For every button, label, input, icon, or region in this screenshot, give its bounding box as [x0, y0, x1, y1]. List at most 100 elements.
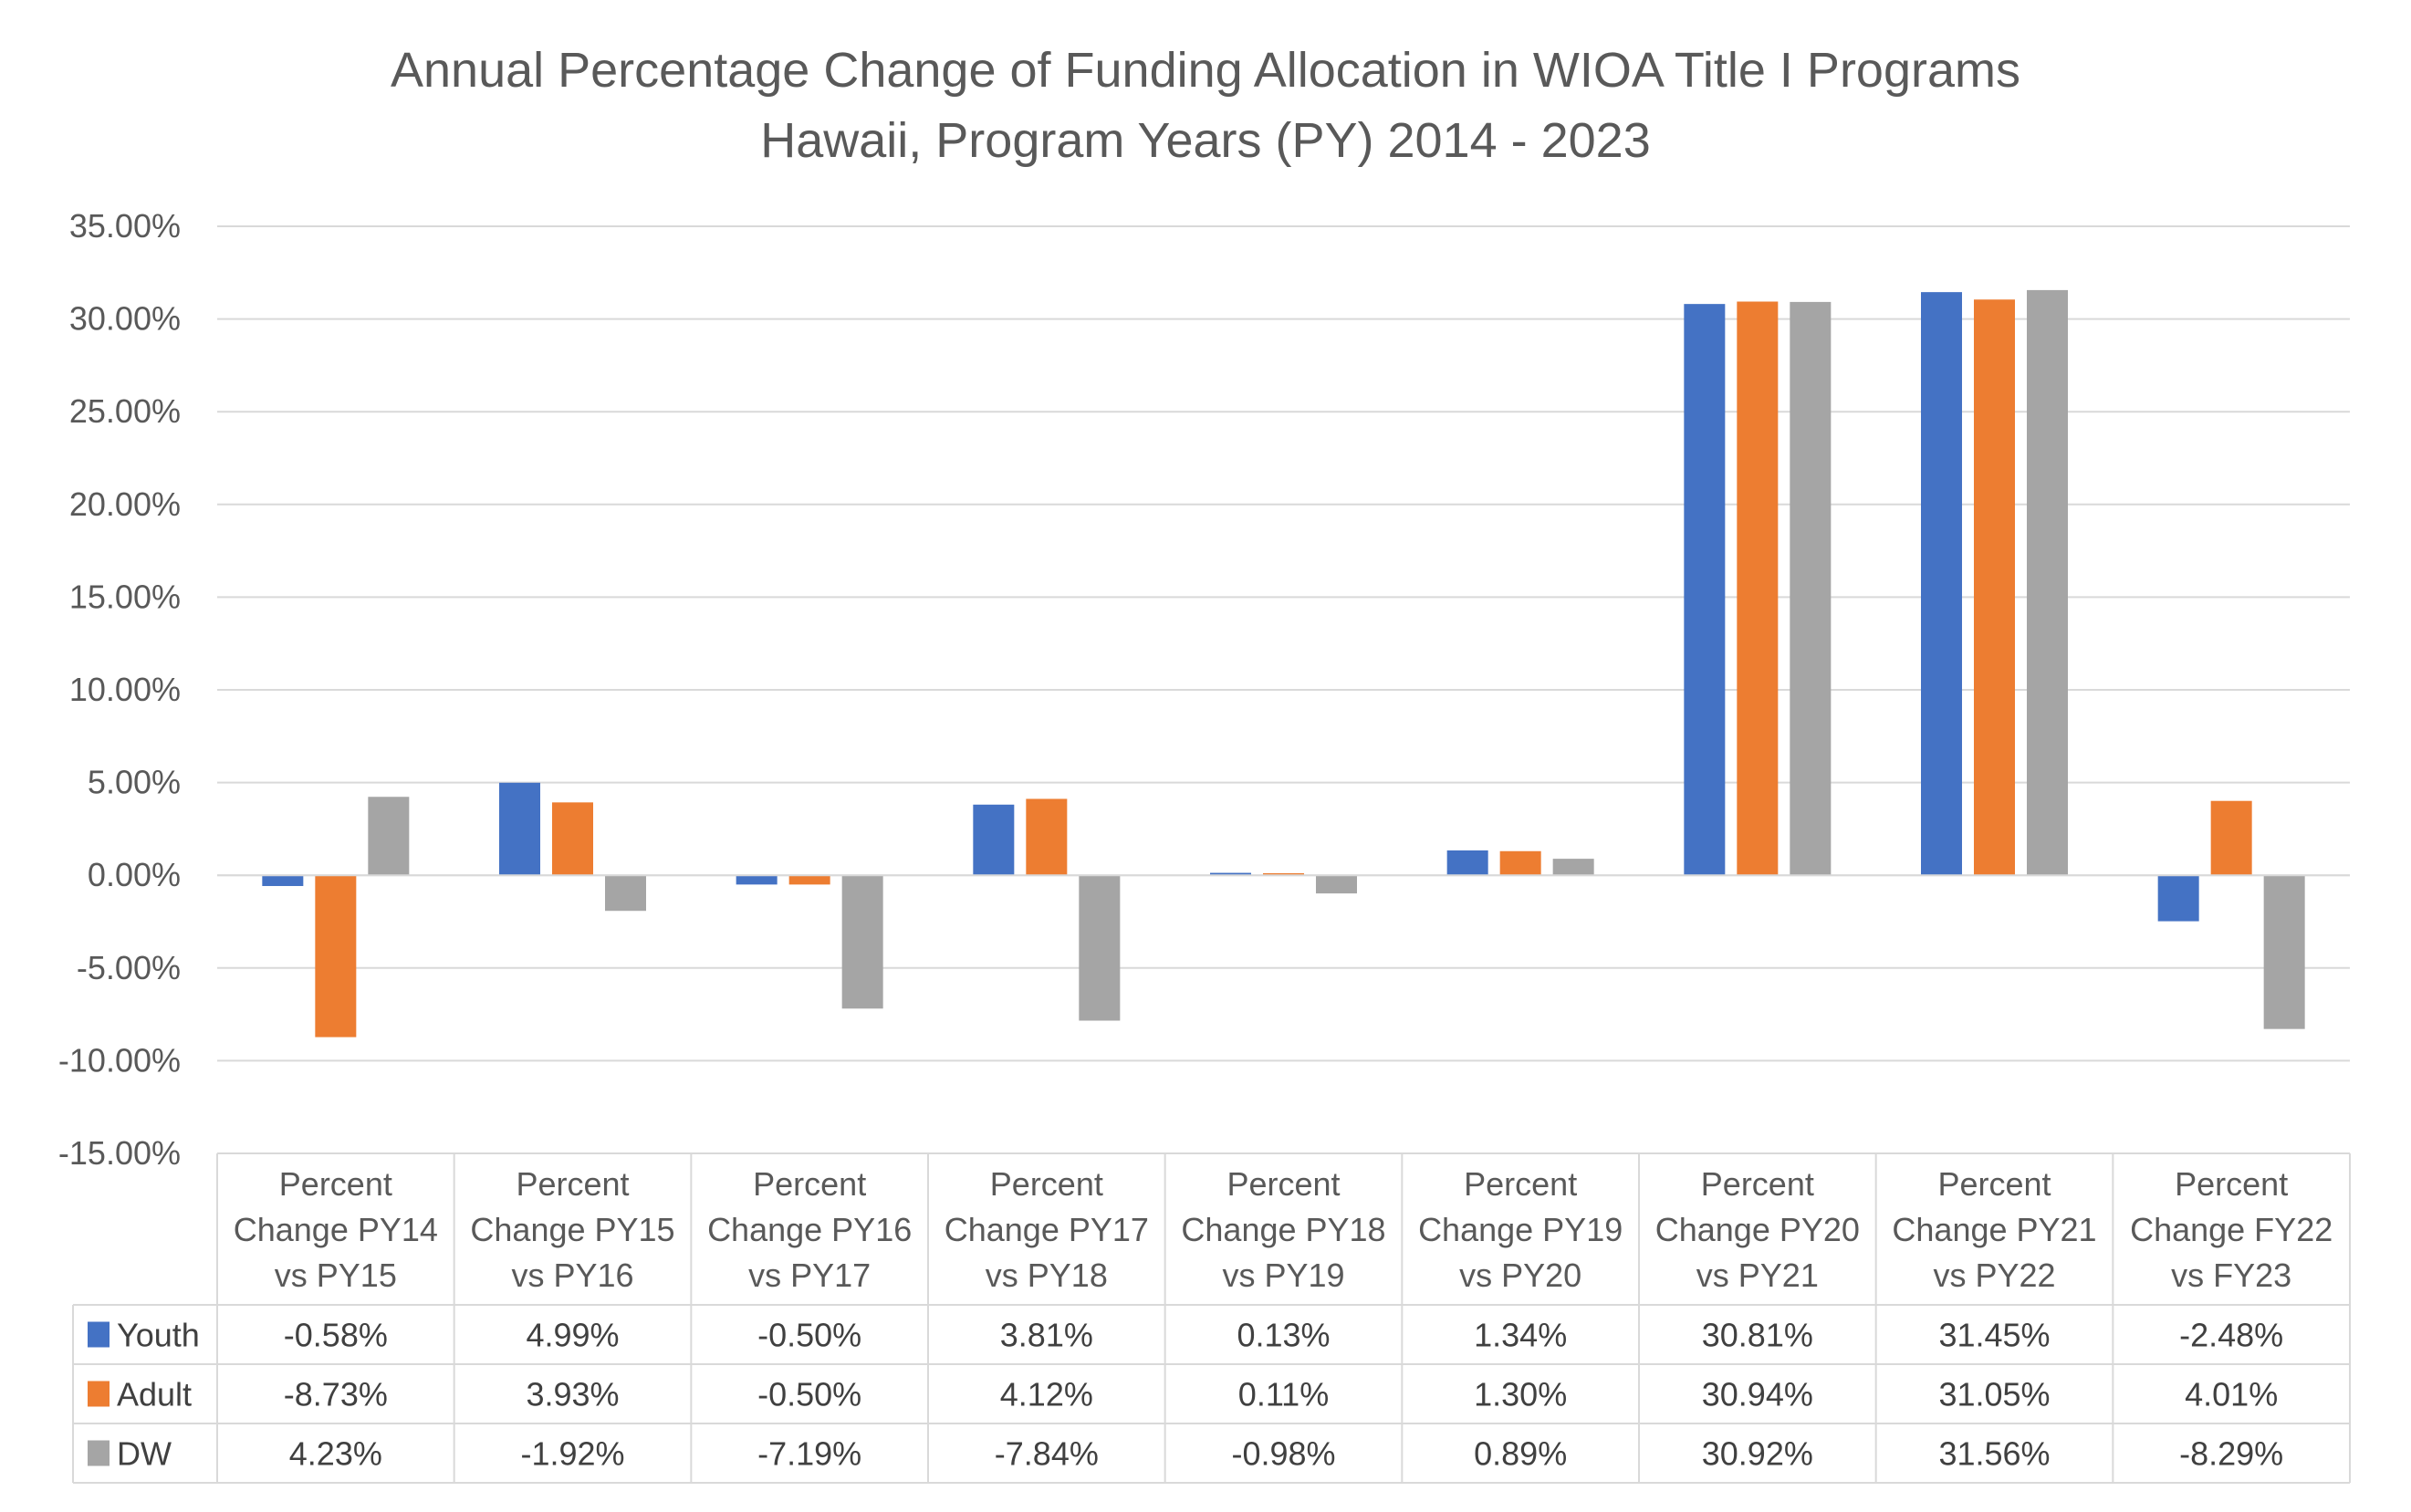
table-cell-value: 31.05%: [1938, 1376, 2050, 1413]
legend-label-youth: Youth: [117, 1317, 200, 1354]
legend-key-dw: [88, 1440, 110, 1466]
bar-dw: [2027, 289, 2068, 876]
y-tick-label: 0.00%: [88, 856, 181, 893]
table-cell-value: -0.98%: [1231, 1435, 1335, 1473]
table-cell-value: 0.89%: [1474, 1435, 1567, 1473]
bar-dw: [368, 797, 410, 876]
category-label: Percent: [1226, 1165, 1340, 1203]
table-cell-value: 31.56%: [1938, 1435, 2050, 1473]
chart-title: Annual Percentage Change of Funding Allo…: [391, 43, 2020, 98]
category-label: Percent: [753, 1165, 866, 1203]
y-tick-label: 30.00%: [69, 300, 181, 338]
category-label: Change PY20: [1655, 1211, 1860, 1248]
table-cell-value: 30.92%: [1702, 1435, 1813, 1473]
bar-youth: [736, 875, 778, 885]
bar-youth: [1446, 850, 1488, 876]
y-tick-label: -5.00%: [77, 949, 181, 986]
y-tick-label: -10.00%: [58, 1041, 181, 1079]
bar-adult: [1499, 850, 1541, 876]
bars: [262, 289, 2305, 1038]
table-cell-value: -2.48%: [2179, 1317, 2283, 1354]
bar-dw: [605, 875, 646, 912]
table-cell-value: -1.92%: [520, 1435, 624, 1473]
category-label: vs PY18: [986, 1257, 1108, 1294]
bar-dw: [841, 875, 883, 1009]
table-cell-value: 1.30%: [1474, 1376, 1567, 1413]
bar-dw: [1079, 875, 1121, 1021]
bar-adult: [315, 875, 357, 1038]
bar-dw: [2263, 875, 2305, 1029]
category-label: Percent: [1464, 1165, 1577, 1203]
bar-dw: [1790, 301, 1832, 876]
bar-youth: [499, 782, 540, 876]
table-cell-value: 4.23%: [289, 1435, 382, 1473]
bar-youth: [1210, 872, 1251, 876]
table-cell-value: -7.19%: [757, 1435, 861, 1473]
y-tick-label: 10.00%: [69, 671, 181, 708]
y-axis-tick-labels: 35.00% 30.00% 25.00% 20.00% 15.00% 10.00% 5.00…: [58, 207, 181, 1172]
table-cell-value: -8.29%: [2179, 1435, 2283, 1473]
bar-youth: [262, 875, 304, 886]
table-cell-value: -8.73%: [284, 1376, 388, 1413]
legend-key-youth: [88, 1321, 110, 1348]
bar-adult: [788, 875, 830, 885]
bar-adult: [1737, 301, 1779, 876]
table-cell-value: 30.94%: [1702, 1376, 1813, 1413]
category-label: Percent: [279, 1165, 392, 1203]
category-label: Percent: [2175, 1165, 2288, 1203]
table-cell-value: 31.45%: [1938, 1317, 2050, 1354]
y-tick-label: 35.00%: [69, 207, 181, 245]
table-cell-value: -0.50%: [757, 1317, 861, 1354]
category-label: Percent: [1701, 1165, 1814, 1203]
legend-key-adult: [88, 1381, 110, 1407]
bar-adult: [1263, 872, 1304, 876]
category-label: vs PY19: [1222, 1257, 1344, 1294]
category-label: Change PY15: [470, 1211, 674, 1248]
category-label: Change PY14: [234, 1211, 438, 1248]
y-tick-label: 15.00%: [69, 578, 181, 615]
bar-youth: [973, 804, 1015, 876]
bar-adult: [2210, 800, 2252, 876]
table-cell-value: 0.13%: [1237, 1317, 1330, 1354]
category-label: Percent: [516, 1165, 629, 1203]
category-label: Change PY18: [1181, 1211, 1385, 1248]
table-cell-value: 4.99%: [526, 1317, 619, 1354]
table-cell-value: 0.11%: [1238, 1376, 1329, 1413]
table-cell-value: 4.12%: [1000, 1376, 1093, 1413]
table-cell-value: -0.50%: [757, 1376, 861, 1413]
bar-adult: [1974, 299, 2015, 876]
category-label: vs PY22: [1933, 1257, 2055, 1294]
table-cell-value: 30.81%: [1702, 1317, 1813, 1354]
category-label: vs PY15: [275, 1257, 397, 1294]
category-label: Change PY17: [945, 1211, 1149, 1248]
table-cell-value: -0.58%: [284, 1317, 388, 1354]
category-label: Change PY19: [1418, 1211, 1623, 1248]
legend-label-dw: DW: [117, 1435, 172, 1473]
table-cell-value: 1.34%: [1474, 1317, 1567, 1354]
table-cell-value: 3.81%: [1000, 1317, 1093, 1354]
table-cell-value: 4.01%: [2185, 1376, 2278, 1413]
category-label: Change PY21: [1892, 1211, 2096, 1248]
bar-youth: [2157, 875, 2199, 922]
category-label: vs PY21: [1696, 1257, 1819, 1294]
category-label: vs PY17: [748, 1257, 871, 1294]
category-label: Percent: [990, 1165, 1103, 1203]
data-table: Percent Change PY14 vs PY15 Percent Change P…: [72, 1153, 2351, 1484]
y-tick-label: 20.00%: [69, 485, 181, 523]
category-label: vs PY16: [511, 1257, 633, 1294]
y-tick-label: 5.00%: [88, 764, 181, 801]
category-label: Percent: [1937, 1165, 2051, 1203]
chart-subtitle: Hawaii, Program Years (PY) 2014 - 2023: [760, 113, 1651, 168]
category-label: Change PY16: [707, 1211, 912, 1248]
legend-label-adult: Adult: [117, 1376, 192, 1413]
bar-adult: [552, 802, 593, 876]
y-tick-label: -15.00%: [58, 1134, 181, 1172]
category-label: Change FY22: [2130, 1211, 2333, 1248]
bar-dw: [1552, 859, 1594, 876]
bar-youth: [1921, 292, 1962, 876]
table-cell-value: -7.84%: [995, 1435, 1099, 1473]
category-label: vs FY23: [2171, 1257, 2291, 1294]
bar-youth: [1684, 304, 1726, 876]
